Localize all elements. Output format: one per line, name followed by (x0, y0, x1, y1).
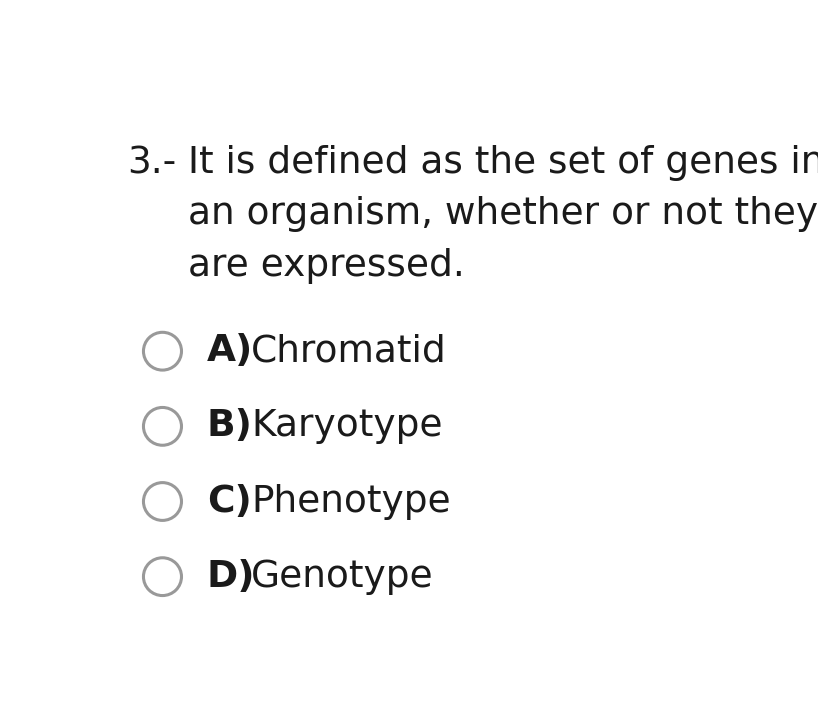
Text: Karyotype: Karyotype (251, 408, 443, 445)
Text: A): A) (207, 333, 253, 369)
Text: Genotype: Genotype (251, 559, 434, 594)
Text: Phenotype: Phenotype (251, 484, 451, 520)
Text: Chromatid: Chromatid (251, 333, 447, 369)
Text: It is defined as the set of genes in: It is defined as the set of genes in (188, 145, 818, 181)
Text: D): D) (207, 559, 255, 594)
Text: are expressed.: are expressed. (188, 248, 465, 283)
Text: an organism, whether or not they: an organism, whether or not they (188, 197, 818, 232)
Text: C): C) (207, 484, 252, 520)
Text: 3.-: 3.- (128, 145, 177, 181)
Text: B): B) (207, 408, 253, 445)
